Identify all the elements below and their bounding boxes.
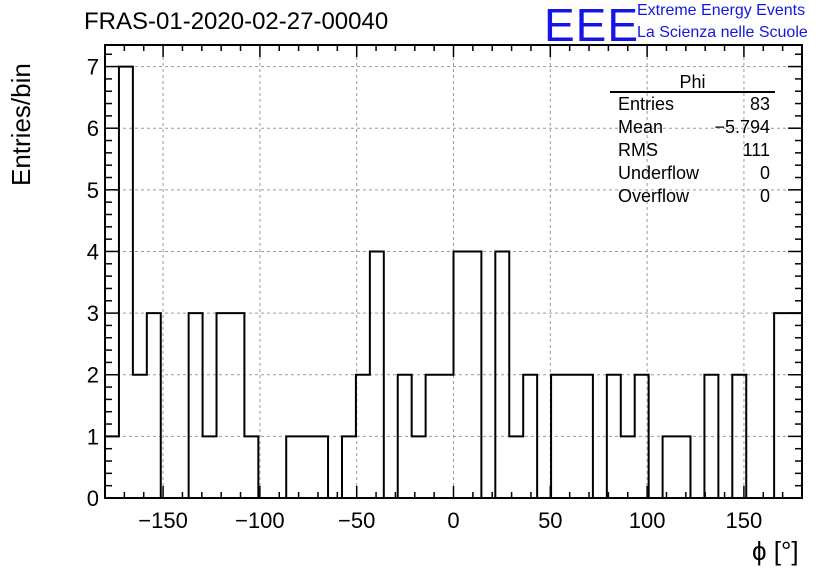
histogram-bin: [440, 375, 454, 498]
histogram-bin: [788, 313, 802, 498]
histogram-bin: [565, 375, 579, 498]
histogram-bin: [189, 313, 203, 498]
stats-row-value: 0: [760, 186, 770, 206]
histogram-bin: [426, 375, 440, 498]
histogram-bin: [467, 251, 481, 498]
histogram-bin: [551, 375, 565, 498]
stats-row-value: 111: [743, 140, 770, 160]
x-tick-label: 50: [538, 508, 562, 533]
x-tick-label: −100: [235, 508, 285, 533]
histogram-bin: [677, 436, 691, 498]
y-tick-label: 1: [87, 424, 99, 449]
histogram-outline: [105, 65, 802, 499]
histogram-bin: [663, 436, 677, 498]
y-tick-label: 3: [87, 301, 99, 326]
stats-row-label: Underflow: [618, 163, 700, 183]
histogram-bin: [621, 436, 635, 498]
histogram-bin: [454, 251, 468, 498]
histogram-bin: [119, 67, 133, 498]
histogram-bin: [509, 436, 523, 498]
histogram-bin: [230, 313, 244, 498]
histogram-bin: [495, 251, 509, 498]
x-tick-label: −50: [338, 508, 375, 533]
histogram-bin: [412, 436, 426, 498]
histogram-bin: [203, 436, 217, 498]
histogram-bin: [217, 313, 231, 498]
histogram-bin: [579, 375, 593, 498]
logo-line-2: La Scienza nelle Scuole: [637, 24, 808, 41]
x-tick-label: 150: [726, 508, 763, 533]
stats-row-label: RMS: [618, 140, 658, 160]
histogram-bin: [704, 375, 718, 498]
histogram-bin: [300, 436, 314, 498]
y-tick-label: 7: [87, 55, 99, 80]
eee-logo-mark: EEE: [544, 0, 640, 51]
histogram-bin: [105, 436, 119, 498]
histogram-bin: [607, 375, 621, 498]
stats-box-title: Phi: [679, 72, 705, 92]
stats-row-value: −5.794: [714, 117, 770, 137]
histogram-bin: [314, 436, 328, 498]
x-tick-label: 100: [629, 508, 666, 533]
logo-line-1: Extreme Energy Events: [637, 2, 806, 19]
x-tick-label: −150: [138, 508, 188, 533]
histogram-bin: [286, 436, 300, 498]
x-tick-label: 0: [447, 508, 459, 533]
histogram-bin: [523, 375, 537, 498]
histogram-bin: [774, 313, 788, 498]
stats-row-label: Mean: [618, 117, 663, 137]
stats-row-label: Overflow: [618, 186, 690, 206]
stats-row-value: 0: [760, 163, 770, 183]
y-tick-label: 4: [87, 239, 99, 264]
histogram-bin: [732, 375, 746, 498]
histogram-bin: [398, 375, 412, 498]
histogram-bin: [370, 251, 384, 498]
y-tick-label: 6: [87, 116, 99, 141]
histogram-bin: [244, 436, 258, 498]
histogram-bin: [342, 436, 356, 498]
y-tick-label: 0: [87, 486, 99, 511]
histogram-bin: [147, 313, 161, 498]
y-tick-label: 5: [87, 178, 99, 203]
stats-row-label: Entries: [618, 94, 674, 114]
stats-row-value: 83: [750, 94, 770, 114]
y-tick-label: 2: [87, 363, 99, 388]
chart-title: FRAS-01-2020-02-27-00040: [84, 8, 389, 35]
histogram-bin: [635, 375, 649, 498]
x-axis-label: ϕ [°]: [752, 536, 799, 566]
histogram-bin: [356, 375, 370, 498]
histogram-bin: [133, 375, 147, 498]
